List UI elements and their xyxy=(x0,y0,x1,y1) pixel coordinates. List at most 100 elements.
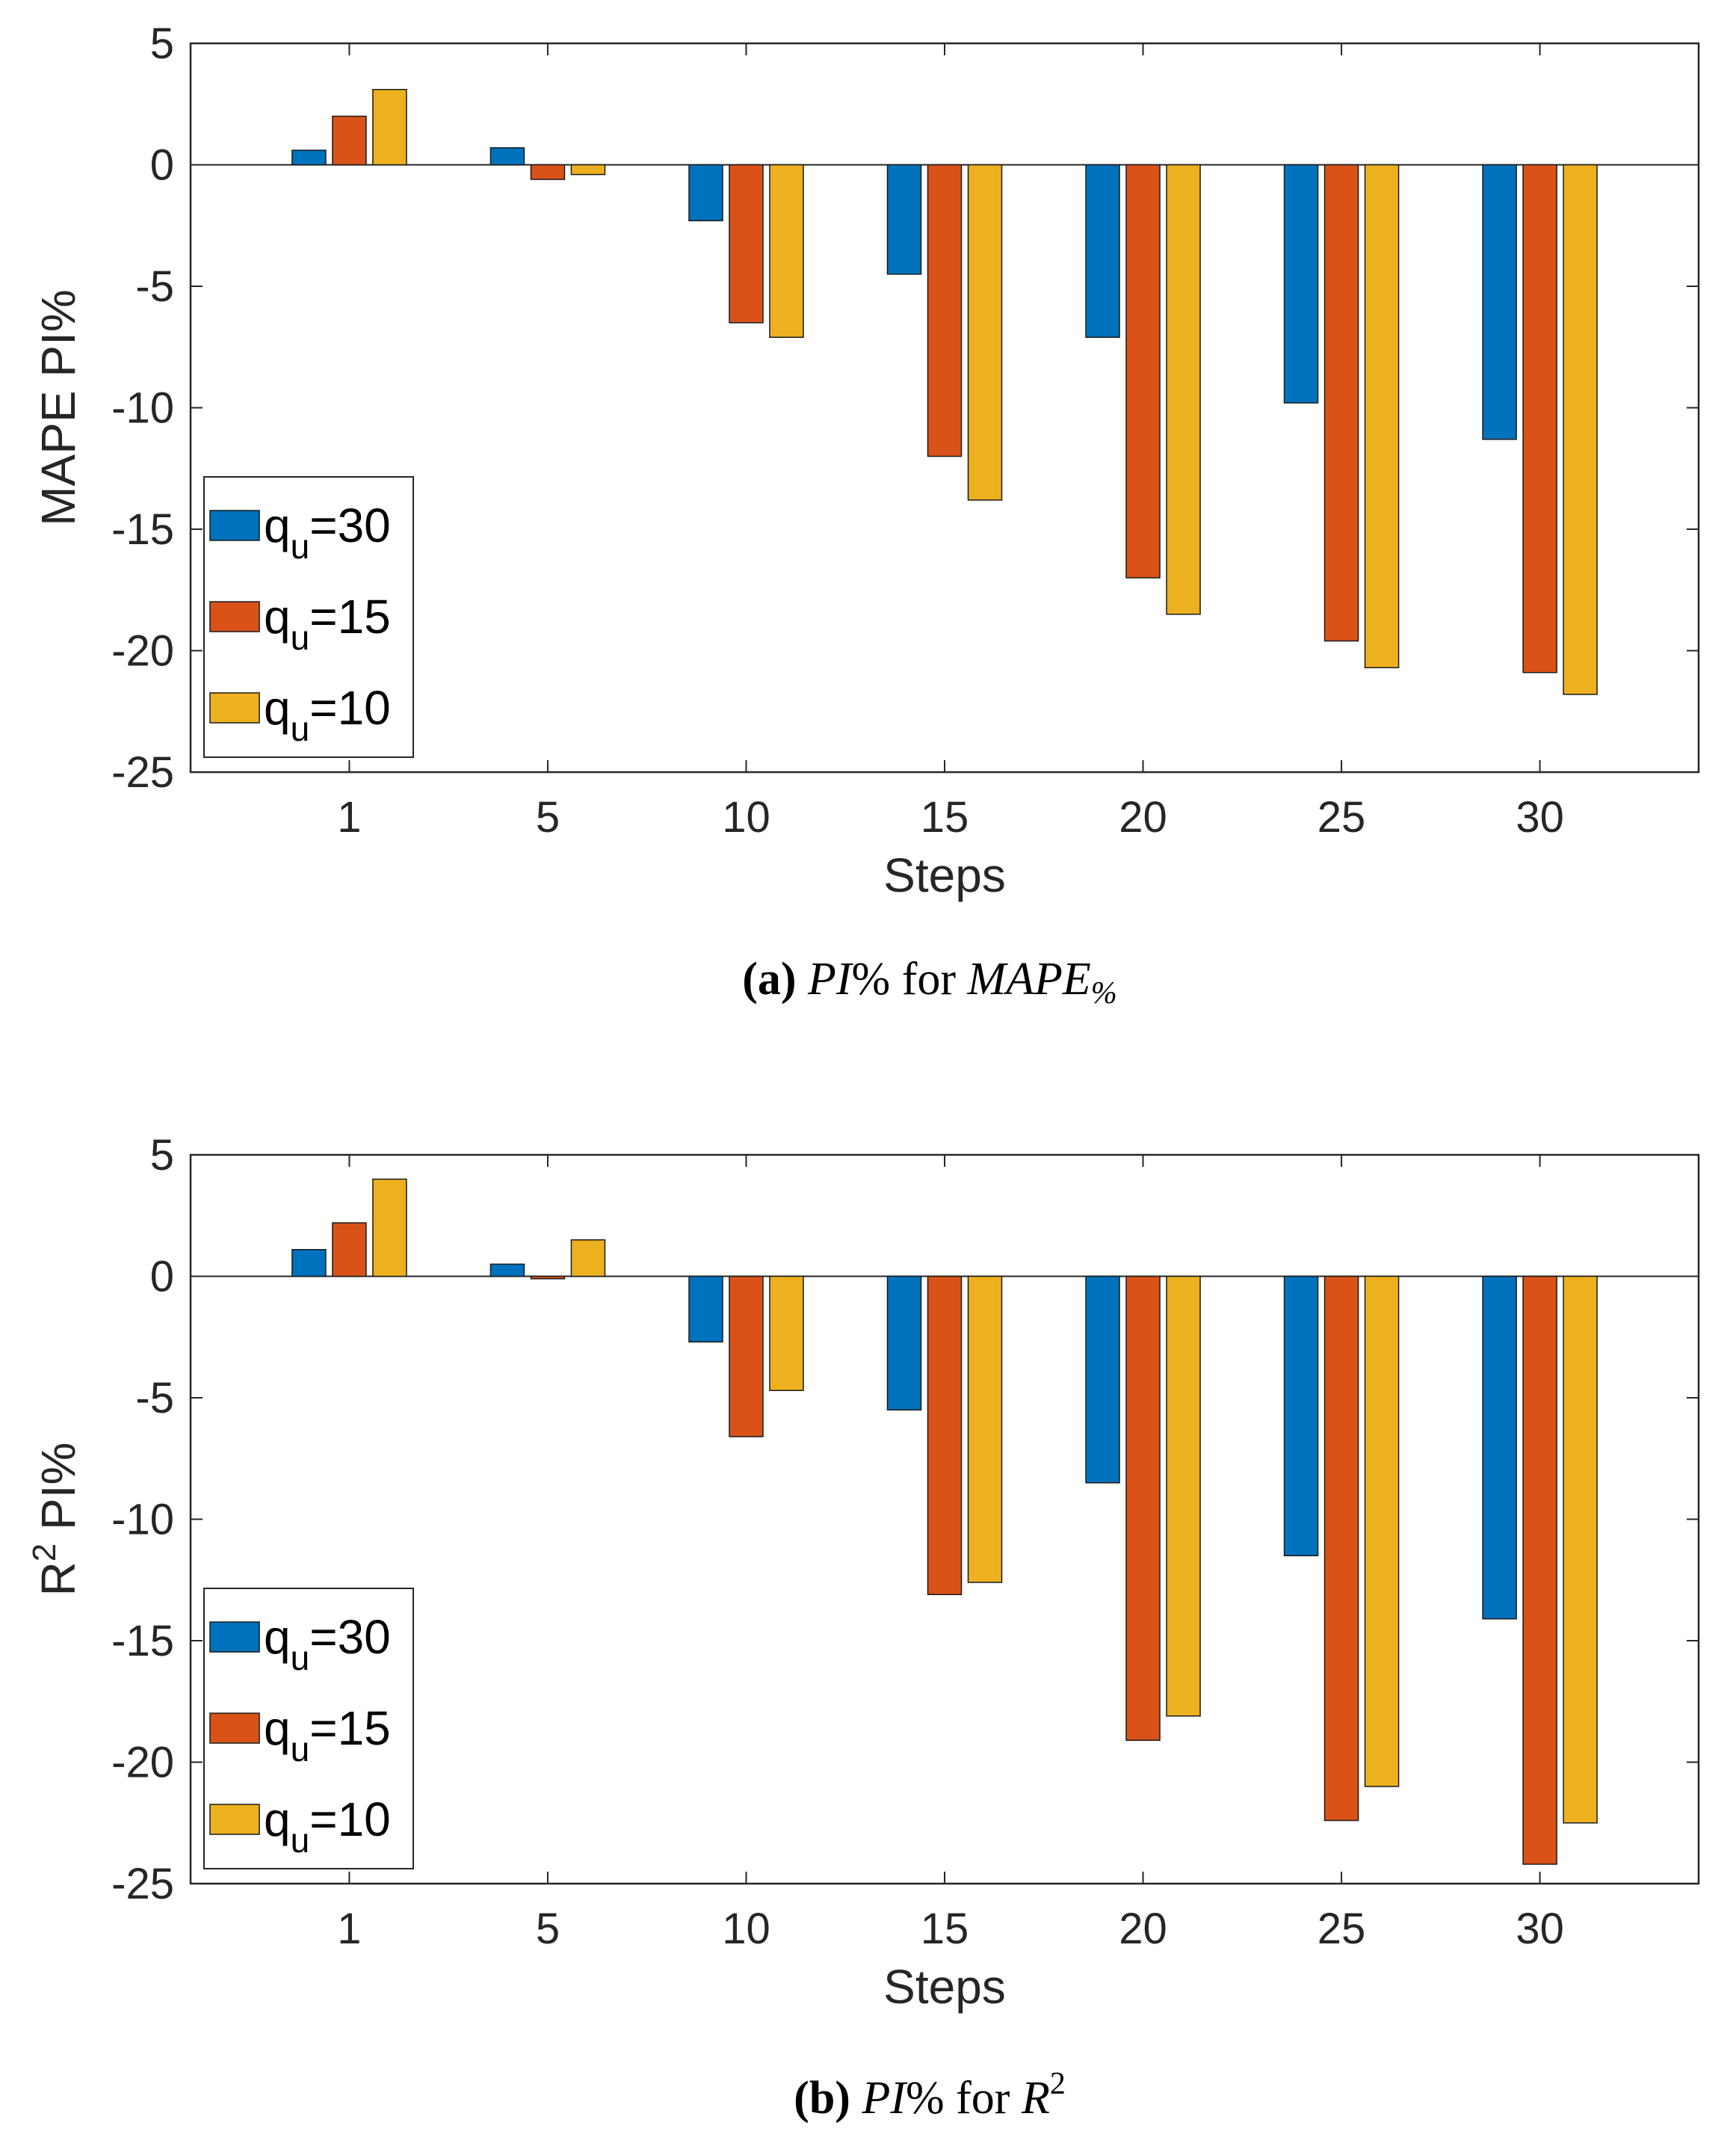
legend-swatch-0 xyxy=(209,1621,260,1653)
xtick-label: 10 xyxy=(722,793,770,842)
legend-label-tail: =30 xyxy=(309,499,391,552)
bar-b-s1-c2 xyxy=(729,1275,764,1437)
ytick-label: -5 xyxy=(135,262,174,311)
caption-metric: R xyxy=(1021,2073,1050,2124)
ytick-label: -20 xyxy=(111,627,174,676)
xtick-label: 25 xyxy=(1318,793,1366,842)
bar-b-s2-c4 xyxy=(1166,1275,1201,1717)
legend-swatch-2 xyxy=(209,692,260,724)
bar-b-s0-c2 xyxy=(688,1275,723,1342)
caption-label: (a) xyxy=(742,954,796,1005)
legend-label-2: qu=10 xyxy=(264,681,391,748)
caption: (b) PI% for R2 xyxy=(794,2067,1066,2124)
legend-label-1: qu=15 xyxy=(264,590,391,657)
bar-a-s0-c6 xyxy=(1482,164,1517,440)
caption: (a) PI% for MAPE% xyxy=(742,954,1117,1011)
y-axis-label-main: MAPE PI% xyxy=(31,289,85,526)
bar-a-s2-c4 xyxy=(1166,164,1201,615)
legend-label-tail: =10 xyxy=(309,681,391,735)
bar-a-s0-c5 xyxy=(1283,164,1319,404)
bar-b-s1-c5 xyxy=(1323,1275,1359,1822)
caption-pi: PI xyxy=(807,954,854,1005)
bar-a-s0-c3 xyxy=(886,164,922,275)
bar-a-s0-c0 xyxy=(291,149,327,166)
bar-a-s1-c6 xyxy=(1522,164,1557,673)
bar-b-s1-c1 xyxy=(530,1275,566,1280)
bar-b-s1-c4 xyxy=(1125,1275,1161,1741)
xtick-label: 5 xyxy=(536,1905,560,1953)
bar-a-s2-c5 xyxy=(1364,164,1400,668)
ytick-label: -15 xyxy=(111,1617,174,1665)
xtick-label: 30 xyxy=(1516,793,1564,842)
legend-label-tail: =10 xyxy=(309,1792,391,1846)
bar-a-s2-c6 xyxy=(1563,164,1598,695)
xtick-label: 30 xyxy=(1516,1905,1564,1953)
bar-b-s0-c0 xyxy=(291,1249,327,1277)
bar-a-s2-c1 xyxy=(570,164,606,176)
xtick-label: 20 xyxy=(1119,793,1167,842)
legend-label-sub: u xyxy=(291,618,310,657)
bar-b-s2-c3 xyxy=(967,1275,1003,1583)
bar-a-s2-c3 xyxy=(967,164,1003,501)
bar-b-s0-c4 xyxy=(1085,1275,1120,1484)
bar-a-s2-c0 xyxy=(372,89,407,166)
ytick-label: -20 xyxy=(111,1739,174,1787)
legend-label-main: q xyxy=(264,681,291,735)
caption-for: % for xyxy=(852,954,968,1005)
bar-b-s0-c3 xyxy=(886,1275,922,1410)
ytick-label: 0 xyxy=(150,141,174,190)
caption-metric-sup: 2 xyxy=(1050,2067,1066,2101)
legend-label-main: q xyxy=(264,590,291,644)
caption-pi: PI xyxy=(861,2073,908,2124)
bar-b-s2-c5 xyxy=(1364,1275,1400,1787)
ytick-label: -10 xyxy=(111,384,174,433)
xtick-label: 5 xyxy=(536,793,560,842)
legend-swatch-0 xyxy=(209,510,260,541)
y-axis-label-main: R xyxy=(31,1561,85,1596)
bar-b-s2-c6 xyxy=(1563,1275,1598,1824)
legend-label-sub: u xyxy=(291,1638,310,1677)
xtick-label: 1 xyxy=(337,1905,361,1953)
ytick-label: -25 xyxy=(111,748,174,797)
legend-label-2: qu=10 xyxy=(264,1792,391,1860)
ytick-label: 0 xyxy=(150,1253,174,1301)
ytick-label: -5 xyxy=(135,1374,174,1422)
bar-b-s0-c5 xyxy=(1283,1275,1319,1556)
legend-label-tail: =15 xyxy=(309,1701,391,1755)
x-axis-label: Steps xyxy=(883,848,1006,902)
legend-label-sub: u xyxy=(291,1730,310,1769)
xtick-label: 25 xyxy=(1318,1905,1366,1953)
legend-label-main: q xyxy=(264,499,291,552)
bar-a-s1-c5 xyxy=(1323,164,1359,642)
xtick-label: 15 xyxy=(921,793,969,842)
bar-b-s2-c2 xyxy=(769,1275,804,1391)
caption-metric: MAPE xyxy=(967,954,1091,1005)
legend-label-sub: u xyxy=(291,709,310,748)
bar-a-s2-c2 xyxy=(769,164,804,338)
bar-b-s0-c6 xyxy=(1482,1275,1517,1620)
bar-b-s2-c0 xyxy=(372,1178,407,1277)
bar-a-s1-c3 xyxy=(927,164,963,457)
bar-a-s0-c1 xyxy=(489,147,525,166)
bar-b-s2-c1 xyxy=(570,1239,606,1277)
y-axis-label: MAPE PI% xyxy=(31,289,85,526)
ytick-label: -15 xyxy=(111,505,174,554)
caption-label: (b) xyxy=(794,2073,850,2124)
ytick-label: 5 xyxy=(150,19,174,68)
legend-label-tail: =15 xyxy=(309,590,391,644)
y-axis-label: R2 PI% xyxy=(26,1443,85,1597)
legend-swatch-2 xyxy=(209,1804,260,1835)
legend-label-main: q xyxy=(264,1701,291,1755)
xtick-label: 1 xyxy=(337,793,361,842)
ytick-label: 5 xyxy=(150,1131,174,1180)
x-axis-label: Steps xyxy=(883,1960,1006,2014)
xtick-label: 20 xyxy=(1119,1905,1167,1953)
legend-swatch-1 xyxy=(209,1712,260,1744)
legend-label-tail: =30 xyxy=(309,1610,391,1664)
ytick-label: -10 xyxy=(111,1496,174,1544)
legend-label-0: qu=30 xyxy=(264,499,391,566)
legend-label-main: q xyxy=(264,1792,291,1846)
